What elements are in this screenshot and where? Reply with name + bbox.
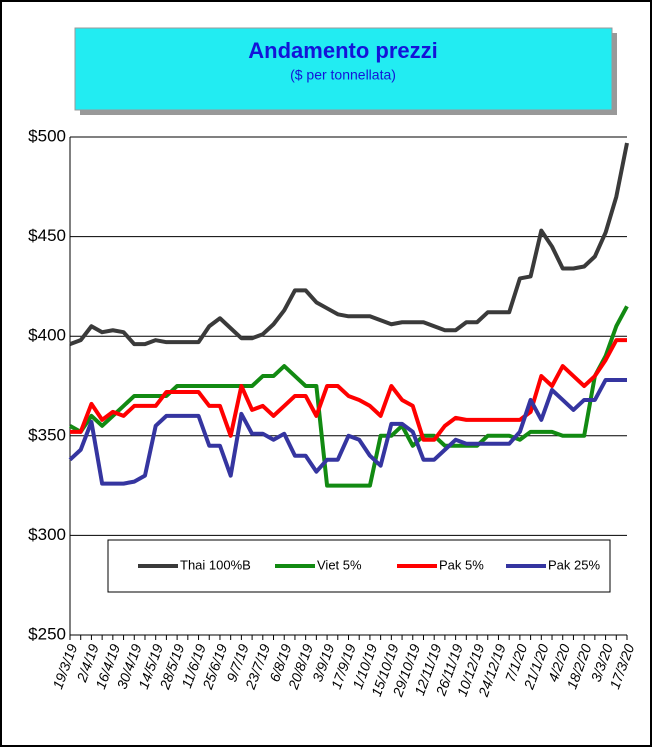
series-line: [70, 338, 627, 442]
series-line: [68, 378, 627, 486]
legend-label: Viet 5%: [317, 557, 362, 572]
legend-label: Pak 5%: [439, 557, 484, 572]
series-line: [69, 142, 629, 347]
y-tick-label: $300: [28, 525, 66, 544]
chart-subtitle: ($ per tonnellata): [290, 67, 396, 83]
y-tick-label: $250: [28, 624, 66, 643]
y-tick-label: $450: [28, 226, 66, 245]
y-tick-label: $500: [28, 126, 66, 145]
chart-title: Andamento prezzi: [248, 38, 437, 63]
y-tick-label: $350: [28, 425, 66, 444]
legend-label: Thai 100%B: [180, 557, 251, 572]
title-box: [74, 27, 613, 111]
y-tick-label: $400: [28, 326, 66, 345]
legend-label: Pak 25%: [548, 557, 600, 572]
